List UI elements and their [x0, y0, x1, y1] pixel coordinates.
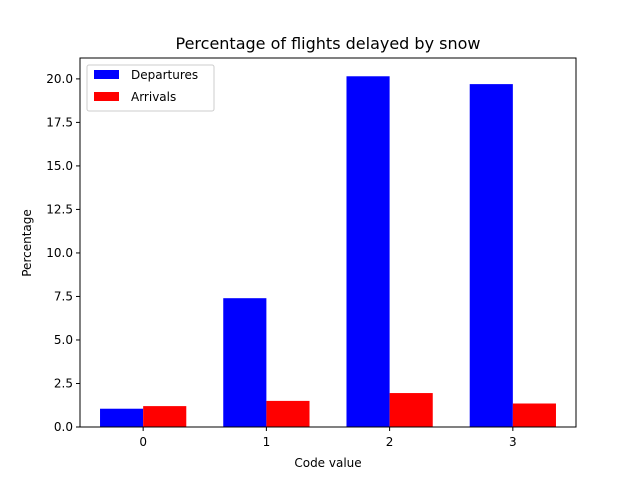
y-tick-label: 0.0	[54, 420, 73, 434]
bar-arrivals-0	[143, 406, 187, 427]
bar-arrivals-3	[512, 403, 556, 427]
legend-label-arrivals: Arrivals	[131, 90, 176, 104]
y-tick-label: 7.5	[54, 289, 73, 303]
y-axis-label: Percentage	[20, 209, 34, 277]
x-tick-label: 0	[139, 435, 147, 449]
x-axis-ticks: 0 1 2 3	[139, 427, 517, 449]
legend-swatch-departures	[94, 70, 119, 79]
bar-arrivals-1	[266, 400, 310, 427]
bar-departures-1	[223, 298, 267, 427]
bars-group	[100, 76, 556, 427]
y-tick-label: 20.0	[46, 72, 73, 86]
bar-arrivals-2	[389, 393, 433, 427]
y-tick-label: 5.0	[54, 333, 73, 347]
x-tick-label: 2	[386, 435, 394, 449]
legend: Departures Arrivals	[86, 64, 215, 112]
x-axis-label: Code value	[294, 456, 361, 470]
y-tick-label: 2.5	[54, 376, 73, 390]
bar-departures-3	[469, 84, 513, 427]
y-tick-label: 17.5	[46, 115, 73, 129]
y-tick-label: 10.0	[46, 246, 73, 260]
chart-title: Percentage of flights delayed by snow	[176, 34, 481, 53]
plot-frame	[79, 57, 577, 428]
x-tick-label: 3	[509, 435, 517, 449]
bar-departures-0	[100, 408, 144, 427]
legend-label-departures: Departures	[131, 68, 198, 82]
y-tick-label: 12.5	[46, 202, 73, 216]
y-tick-label: 15.0	[46, 159, 73, 173]
bar-departures-2	[346, 76, 390, 427]
legend-swatch-arrivals	[94, 92, 119, 101]
x-tick-label: 1	[263, 435, 271, 449]
y-axis-ticks: 0.0 2.5 5.0 7.5 10.0 12.5 15.0 17.5 20.0	[46, 72, 80, 434]
